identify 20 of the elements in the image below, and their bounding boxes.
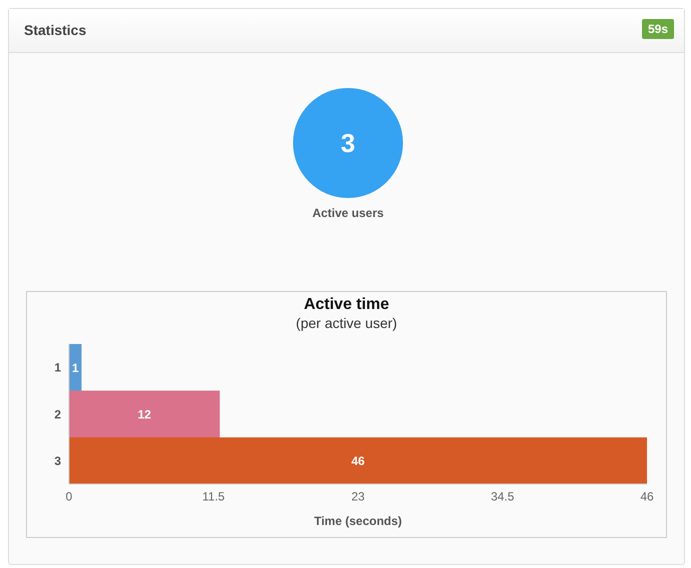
x-tick-label: 11.5 — [202, 490, 226, 504]
chart-title: Active time — [302, 296, 390, 314]
y-tick-label: 3 — [54, 454, 62, 468]
bar — [69, 390, 220, 438]
chart-subtitle: (per active user) — [294, 315, 398, 331]
x-axis-title: Time (seconds) — [314, 514, 402, 528]
text: 59s — [642, 19, 674, 39]
x-tick-label: 34.5 — [490, 490, 514, 504]
data-label: 46 — [351, 454, 365, 468]
data-label: 1 — [72, 360, 79, 375]
text: 3 — [293, 88, 403, 198]
y-tick-label: 2 — [54, 407, 62, 422]
data-label: 12 — [138, 407, 152, 422]
x-tick-label: 23 — [351, 490, 365, 504]
x-tick-label: 0 — [66, 490, 73, 504]
text: Statistics — [24, 22, 86, 38]
y-tick-label: 1 — [54, 360, 62, 375]
x-tick-label: 46 — [640, 490, 654, 504]
bar — [69, 344, 82, 391]
text: Active users — [311, 206, 385, 220]
